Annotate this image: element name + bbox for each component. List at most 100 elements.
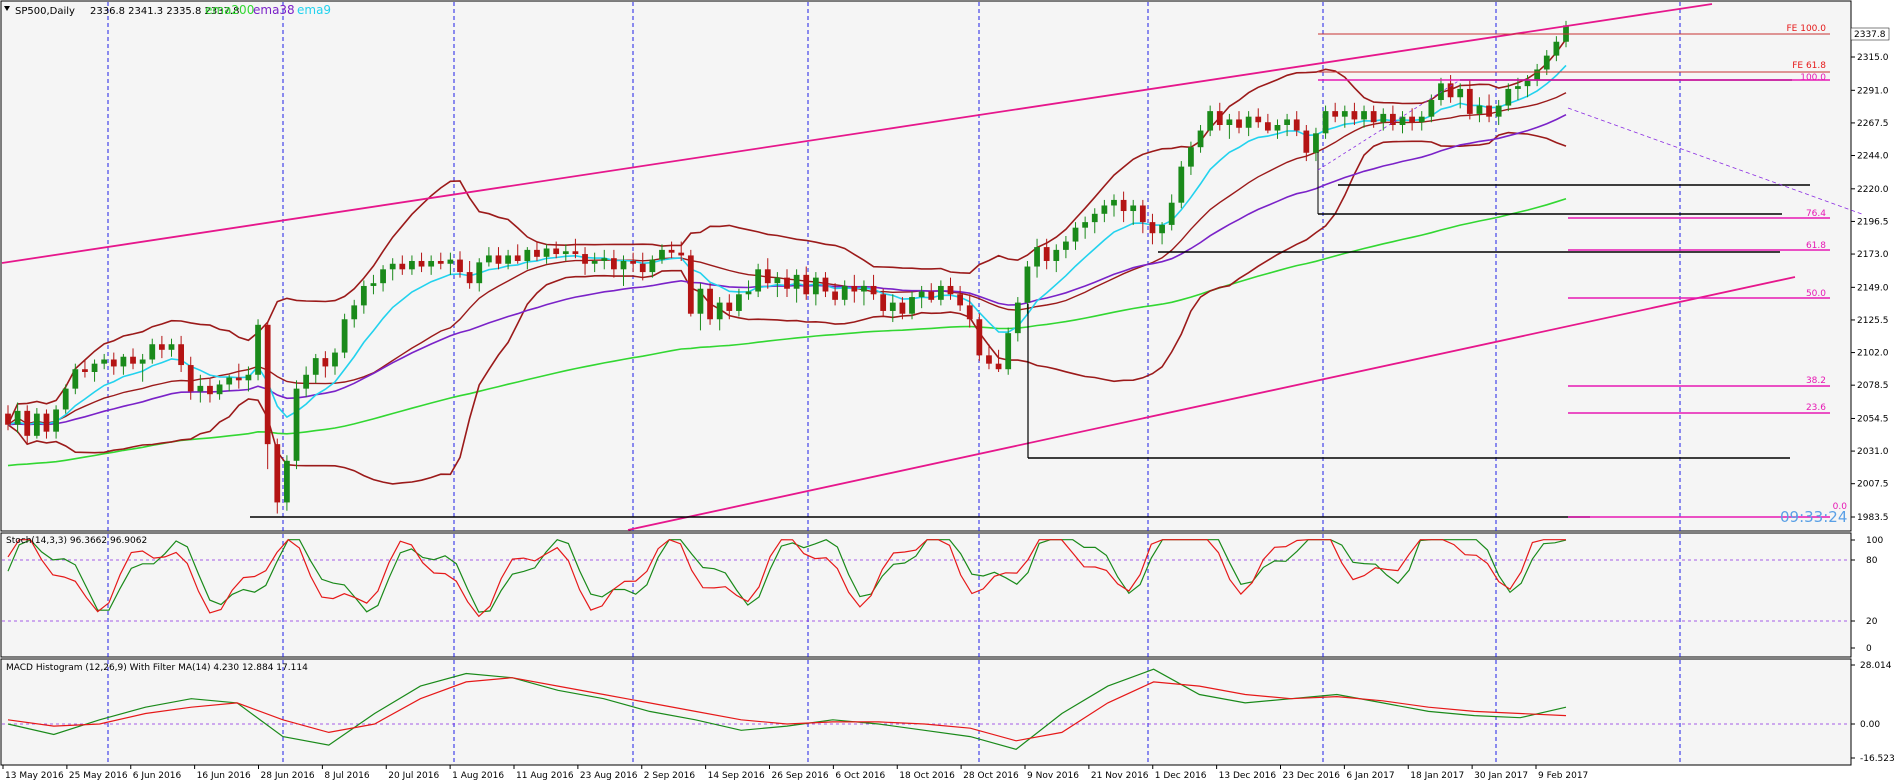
candle-body: [1332, 111, 1339, 117]
candle-body: [1543, 55, 1550, 70]
candle-body: [24, 410, 31, 436]
channel-upper-line: [1, 3, 1713, 264]
date-tick-label: 30 Jan 2017: [1474, 771, 1528, 781]
candle-body: [1293, 119, 1300, 131]
chart-header: SP500,Daily 2336.8 2341.3 2335.8 2337.8 …: [4, 3, 331, 17]
candle-body: [707, 288, 713, 320]
date-tick-label: 14 Sep 2016: [708, 771, 765, 781]
candle-body: [226, 377, 233, 385]
candle-body: [332, 352, 338, 367]
date-axis: 13 May 2016 25 May 2016 6 Jun 2016 16 Jun 2…: [2, 765, 1588, 781]
candle-body: [1188, 147, 1194, 167]
candle-body: [341, 319, 348, 353]
candle-body: [562, 251, 569, 255]
candle-body: [178, 344, 184, 366]
candle-body: [524, 249, 531, 261]
candle-body: [966, 305, 973, 320]
macd-tick-label: -16.523: [1860, 754, 1895, 764]
candle-body: [284, 460, 290, 503]
fib-label: 50.0: [1806, 289, 1826, 299]
date-tick-label: 28 Jun 2016: [261, 771, 315, 781]
price-tick-label: 2007.5: [1857, 480, 1889, 490]
price-tick-label: 2291.0: [1857, 86, 1889, 96]
date-tick-label: 21 Nov 2016: [1091, 771, 1149, 781]
candle-body: [1043, 247, 1050, 261]
macd-panel[interactable]: [0, 658, 1852, 766]
candle-body: [1274, 124, 1281, 131]
candle-body: [1390, 113, 1396, 125]
candle-body: [409, 260, 415, 270]
candle-body: [1466, 88, 1473, 114]
candle-body: [428, 260, 435, 267]
candle-body: [255, 324, 261, 375]
candle-body: [1149, 222, 1156, 234]
candle-body: [889, 302, 896, 311]
date-tick-label: 26 Sep 2016: [772, 771, 829, 781]
candle-body: [62, 388, 69, 410]
candle-body: [1418, 116, 1425, 123]
main-price-panel[interactable]: [0, 0, 1852, 532]
candle-body: [1034, 247, 1040, 267]
date-tick-label: 18 Jan 2017: [1410, 771, 1464, 781]
candle-body: [668, 249, 675, 253]
candle-body: [572, 251, 579, 255]
candle-body: [1524, 80, 1531, 87]
candle-body: [82, 369, 88, 372]
date-tick-label: 20 Jul 2016: [388, 771, 439, 781]
price-tick-label: 2102.0: [1857, 349, 1889, 359]
candle-body: [370, 283, 377, 286]
candle-body: [1457, 88, 1464, 98]
candle-body: [1264, 122, 1271, 131]
candle-body: [909, 297, 915, 314]
price-tick-label: 2220.0: [1857, 185, 1889, 195]
candle-body: [1178, 166, 1185, 203]
date-tick-label: 1 Aug 2016: [452, 771, 504, 781]
channel-lower-line: [627, 276, 1796, 531]
candle-body: [1111, 199, 1117, 206]
candle-body: [1216, 111, 1223, 125]
candle-body: [630, 260, 637, 264]
candle-body: [1515, 86, 1521, 89]
candle-body: [745, 291, 752, 295]
candle-body: [1082, 222, 1089, 228]
candle-body: [1014, 302, 1021, 334]
candle-body: [1120, 199, 1127, 212]
candle-body: [726, 302, 733, 311]
candle-body: [1063, 241, 1069, 250]
candle-body: [1168, 202, 1175, 225]
candle-body: [120, 356, 127, 367]
candle-body: [803, 274, 810, 295]
candle-body: [986, 355, 992, 364]
date-tick-label: 6 Jan 2017: [1346, 771, 1394, 781]
candle-body: [601, 258, 608, 261]
server-clock: 09:33:24: [1780, 508, 1847, 526]
candle-body: [110, 359, 117, 367]
date-tick-label: 28 Oct 2016: [963, 771, 1019, 781]
candle-body: [43, 413, 50, 432]
candle-body: [928, 291, 935, 300]
candle-body: [1399, 116, 1406, 125]
candle-body: [716, 302, 723, 320]
candle-body: [1553, 41, 1560, 56]
candle-body: [197, 385, 204, 392]
chevron-down-icon[interactable]: [4, 6, 10, 11]
candle-body: [611, 258, 617, 270]
candle-body: [832, 291, 838, 300]
candle-body: [1053, 249, 1060, 261]
stochastic-panel[interactable]: [0, 532, 1852, 658]
candle-body: [851, 285, 858, 292]
candle-body: [101, 359, 108, 364]
candle-body: [1255, 116, 1262, 123]
candle-body: [1322, 111, 1329, 134]
candle-body: [1380, 113, 1387, 123]
projection-line: [1567, 107, 1863, 215]
candle-body: [937, 285, 944, 300]
candle-body: [14, 410, 21, 425]
candle-body: [687, 255, 694, 314]
ema200-legend: ema200: [205, 3, 254, 17]
candle-body: [5, 413, 11, 425]
price-tick-label: 2078.5: [1857, 381, 1889, 391]
price-tick-label: 2125.5: [1857, 316, 1889, 326]
macd-line: [7, 668, 1567, 750]
